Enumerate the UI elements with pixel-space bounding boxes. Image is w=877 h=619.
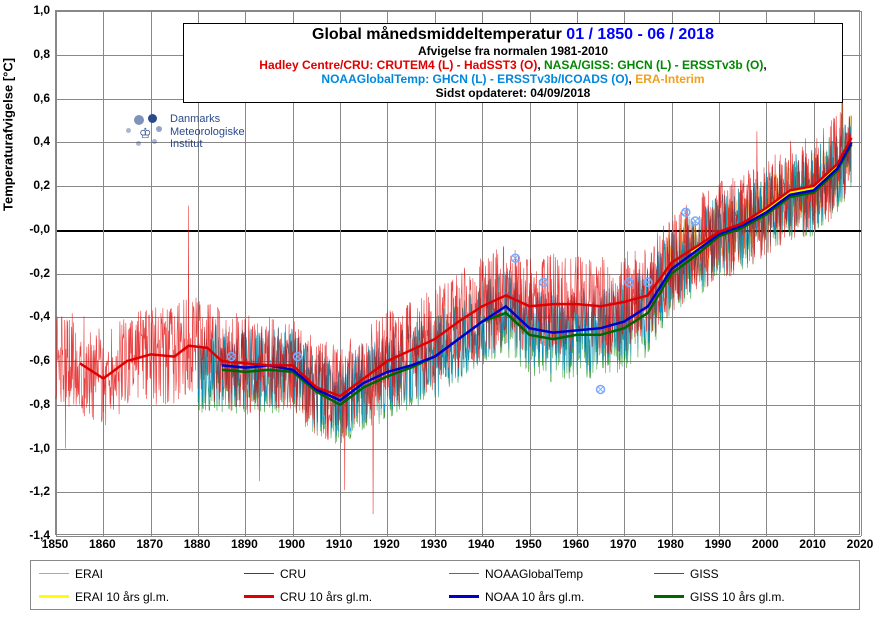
legend-label: CRU 10 års gl.m.: [280, 590, 372, 604]
legend-item: CRU: [244, 567, 441, 581]
marker-icon: [540, 278, 548, 286]
y-tick-label: 0,4: [33, 134, 50, 148]
grid-line-v: [861, 11, 862, 536]
y-tick-label: 0,2: [33, 178, 50, 192]
x-tick-label: 1980: [657, 537, 684, 551]
legend-swatch: [654, 573, 684, 574]
y-tick-label: -0,4: [29, 309, 50, 323]
legend-label: ERAI 10 års gl.m.: [75, 590, 169, 604]
y-tick-label: 0,6: [33, 91, 50, 105]
x-tick-label: 1850: [42, 537, 69, 551]
legend-label: ERAI: [75, 567, 103, 581]
y-tick-label: -1,0: [29, 441, 50, 455]
x-tick-label: 1900: [278, 537, 305, 551]
legend-swatch: [654, 595, 684, 598]
legend-item: GISS 10 års gl.m.: [654, 590, 851, 604]
y-tick-label: 0,8: [33, 47, 50, 61]
legend-label: NOAAGlobalTemp: [485, 567, 583, 581]
x-tick-label: 1990: [705, 537, 732, 551]
legend-swatch: [39, 595, 69, 598]
x-tick-label: 1930: [420, 537, 447, 551]
baseline-text: Afvigelse fra normalen 1981-2010: [190, 44, 836, 58]
legend-label: GISS 10 års gl.m.: [690, 590, 785, 604]
chart-title: Global månedsmiddeltemperatur 01 / 1850 …: [190, 26, 836, 44]
y-tick-label: -0,0: [29, 222, 50, 236]
legend-item: CRU 10 års gl.m.: [244, 590, 441, 604]
x-tick-label: 1860: [89, 537, 116, 551]
y-tick-label: -0,6: [29, 353, 50, 367]
x-tick-label: 1940: [468, 537, 495, 551]
legend: ERAI CRU NOAAGlobalTemp GISS ERAI 10 års gl.…: [30, 560, 860, 610]
legend-label: NOAA 10 års gl.m.: [485, 590, 584, 604]
x-tick-label: 1960: [563, 537, 590, 551]
chart-area: Global månedsmiddeltemperatur 01 / 1850 …: [55, 10, 860, 535]
y-tick-label: -0,2: [29, 266, 50, 280]
legend-swatch: [449, 595, 479, 598]
dmi-logo-icon: ♔: [126, 114, 162, 150]
legend-label: CRU: [280, 567, 306, 581]
legend-item: GISS: [654, 567, 851, 581]
y-tick-label: 1,0: [33, 3, 50, 17]
x-tick-label: 1890: [231, 537, 258, 551]
x-tick-label: 2020: [847, 537, 874, 551]
legend-label: GISS: [690, 567, 719, 581]
x-tick-label: 1920: [373, 537, 400, 551]
updated-text: Sidst opdateret: 04/09/2018: [190, 86, 836, 100]
x-tick-label: 2000: [752, 537, 779, 551]
y-tick-label: -1,2: [29, 484, 50, 498]
title-date-range: 01 / 1850 - 06 / 2018: [566, 26, 714, 43]
y-axis-title: Temperaturafvigelse [°C]: [1, 58, 16, 211]
x-tick-label: 1910: [326, 537, 353, 551]
title-box: Global månedsmiddeltemperatur 01 / 1850 …: [183, 23, 843, 103]
sources-line-2: NOAAGlobalTemp: GHCN (L) - ERSSTv3b/ICOA…: [190, 72, 836, 86]
x-tick-label: 2010: [799, 537, 826, 551]
y-tick-label: -0,8: [29, 397, 50, 411]
legend-swatch: [39, 573, 69, 574]
x-tick-label: 1970: [610, 537, 637, 551]
x-tick-label: 1880: [184, 537, 211, 551]
x-tick-label: 1870: [136, 537, 163, 551]
legend-swatch: [244, 573, 274, 574]
legend-item: NOAA 10 års gl.m.: [449, 590, 646, 604]
x-tick-label: 1950: [515, 537, 542, 551]
dmi-logo-text: Danmarks Meteorologiske Institut: [170, 113, 245, 151]
legend-swatch: [449, 573, 479, 574]
dmi-logo: ♔ Danmarks Meteorologiske Institut: [126, 113, 245, 151]
sources-line-1: Hadley Centre/CRU: CRUTEM4 (L) - HadSST3…: [190, 58, 836, 72]
legend-swatch: [244, 595, 274, 598]
grid-line-h: [56, 536, 861, 537]
legend-item: ERAI 10 års gl.m.: [39, 590, 236, 604]
marker-icon: [597, 385, 605, 393]
legend-item: ERAI: [39, 567, 236, 581]
legend-item: NOAAGlobalTemp: [449, 567, 646, 581]
